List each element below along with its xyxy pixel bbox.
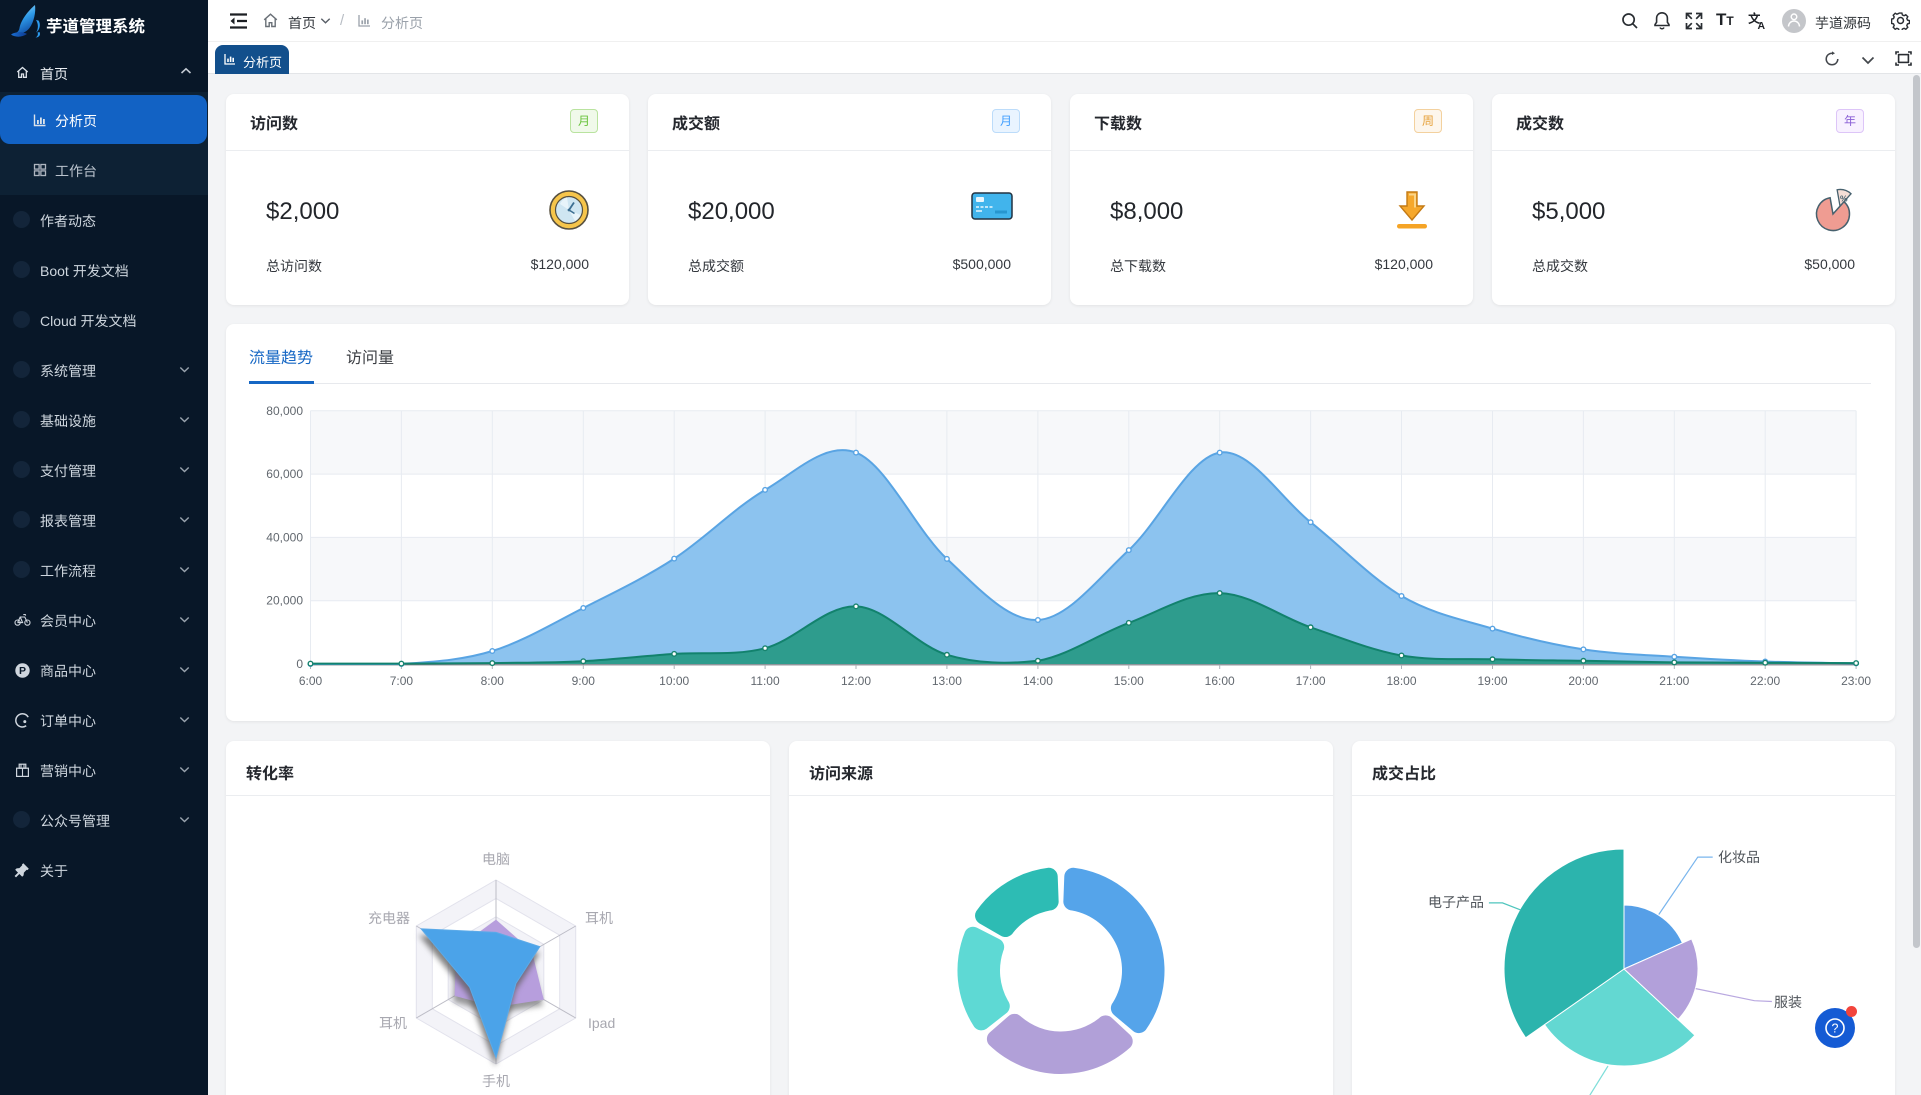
- svg-text:电子产品: 电子产品: [1428, 894, 1484, 910]
- svg-text:20,000: 20,000: [266, 594, 303, 608]
- svg-text:60,000: 60,000: [266, 467, 303, 481]
- svg-text:22:00: 22:00: [1750, 674, 1780, 688]
- svg-text:9:00: 9:00: [572, 674, 596, 688]
- svg-text:8:00: 8:00: [481, 674, 505, 688]
- svg-text:6:00: 6:00: [299, 674, 323, 688]
- svg-text:0: 0: [296, 657, 303, 671]
- svg-text:化妆品: 化妆品: [1718, 849, 1760, 865]
- svg-text:80,000: 80,000: [266, 404, 303, 418]
- svg-text:服装: 服装: [1774, 994, 1802, 1010]
- svg-text:电脑: 电脑: [482, 851, 510, 867]
- svg-text:16:00: 16:00: [1205, 674, 1235, 688]
- svg-text:11:00: 11:00: [751, 674, 780, 688]
- svg-text:手机: 手机: [482, 1073, 510, 1089]
- svg-text:P: P: [19, 665, 26, 677]
- svg-text:13:00: 13:00: [932, 674, 962, 688]
- svg-text:17:00: 17:00: [1296, 674, 1326, 688]
- svg-text:7:00: 7:00: [390, 674, 414, 688]
- svg-text:文: 文: [1748, 12, 1761, 26]
- svg-text:40,000: 40,000: [266, 530, 303, 544]
- svg-text:?: ?: [1832, 1022, 1839, 1036]
- svg-text:A: A: [1758, 20, 1766, 30]
- svg-text:15:00: 15:00: [1114, 674, 1144, 688]
- svg-text:18:00: 18:00: [1386, 674, 1416, 688]
- svg-text:10:00: 10:00: [659, 674, 689, 688]
- svg-text:%: %: [1840, 194, 1848, 204]
- svg-text:14:00: 14:00: [1023, 674, 1053, 688]
- svg-text:耳机: 耳机: [585, 910, 613, 926]
- svg-text:19:00: 19:00: [1477, 674, 1507, 688]
- svg-text:耳机: 耳机: [379, 1015, 407, 1031]
- svg-text:12:00: 12:00: [841, 674, 871, 688]
- svg-text:Ipad: Ipad: [588, 1015, 615, 1031]
- svg-text:23:00: 23:00: [1841, 674, 1871, 688]
- svg-text:21:00: 21:00: [1659, 674, 1689, 688]
- svg-text:充电器: 充电器: [368, 910, 410, 926]
- svg-text:20:00: 20:00: [1568, 674, 1598, 688]
